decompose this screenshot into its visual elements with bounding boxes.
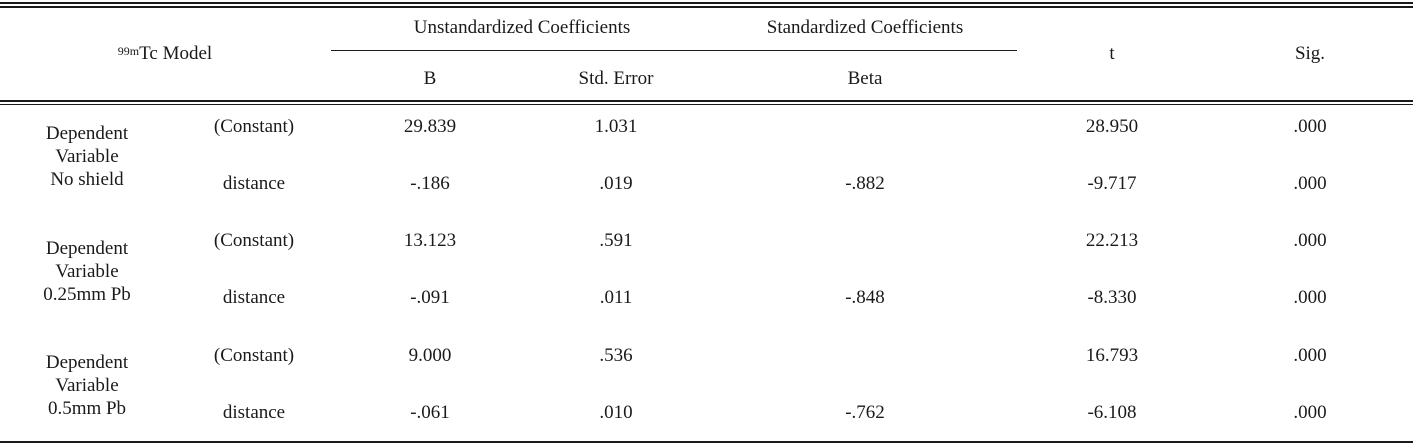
- coef-std-error: .011: [599, 287, 633, 308]
- coef-b: 29.839: [403, 116, 457, 137]
- t-value: 28.950: [1085, 116, 1139, 137]
- sig-value: .000: [1293, 230, 1327, 251]
- dependent-variable-label: Dependent Variable No shield: [37, 122, 137, 191]
- header-rule-outer: [0, 100, 1413, 102]
- group-label-line2: Variable: [55, 146, 119, 167]
- group-label-line1: Dependent: [45, 238, 129, 259]
- column-header-sig: Sig.: [1294, 43, 1326, 64]
- sig-value: .000: [1293, 287, 1327, 308]
- sig-value: .000: [1293, 116, 1327, 137]
- group-label-line1: Dependent: [45, 123, 129, 144]
- dependent-variable-label: Dependent Variable 0.5mm Pb: [37, 351, 137, 420]
- standardized-coefficients-header: Standardized Coefficients: [766, 17, 964, 38]
- model-header: 99mTc Model: [118, 43, 212, 65]
- sig-value: .000: [1293, 173, 1327, 194]
- coef-std-error: .591: [599, 230, 633, 251]
- dependent-variable-label: Dependent Variable 0.25mm Pb: [37, 237, 137, 306]
- group-label-line2: Variable: [55, 261, 119, 282]
- coef-b: 9.000: [408, 345, 452, 366]
- model-header-label: Tc Model: [139, 43, 213, 64]
- group-label-line3: No shield: [50, 169, 124, 190]
- coef-b: -.091: [410, 287, 450, 308]
- t-value: 22.213: [1085, 230, 1139, 251]
- term-label: distance: [222, 402, 286, 423]
- column-header-std-error: Std. Error: [578, 68, 654, 89]
- coef-beta: -.882: [845, 173, 885, 194]
- term-label: distance: [222, 173, 286, 194]
- group-label-line2: Variable: [55, 375, 119, 396]
- group-label-line1: Dependent: [45, 352, 129, 373]
- term-label: (Constant): [213, 345, 295, 366]
- coef-b: -.061: [410, 402, 450, 423]
- coef-std-error: .536: [599, 345, 633, 366]
- coef-std-error: 1.031: [594, 116, 638, 137]
- group-label-line3: 0.5mm Pb: [47, 398, 127, 419]
- coef-b: 13.123: [403, 230, 457, 251]
- sig-value: .000: [1293, 402, 1327, 423]
- model-superscript: 99m: [117, 44, 140, 58]
- column-header-beta: Beta: [847, 68, 883, 89]
- coef-beta: -.762: [845, 402, 885, 423]
- coef-std-error: .019: [599, 173, 633, 194]
- coefficients-group-rule: [331, 50, 1017, 51]
- t-value: -9.717: [1087, 173, 1137, 194]
- t-value: 16.793: [1085, 345, 1139, 366]
- coef-b: -.186: [410, 173, 450, 194]
- header-rule-inner: [0, 104, 1413, 105]
- term-label: (Constant): [213, 116, 295, 137]
- top-rule-outer: [0, 2, 1413, 4]
- bottom-rule: [0, 441, 1413, 443]
- coef-beta: -.848: [845, 287, 885, 308]
- t-value: -6.108: [1087, 402, 1137, 423]
- unstandardized-coefficients-header: Unstandardized Coefficients: [413, 17, 631, 38]
- group-label-line3: 0.25mm Pb: [43, 284, 131, 305]
- term-label: (Constant): [213, 230, 295, 251]
- t-value: -8.330: [1087, 287, 1137, 308]
- coef-std-error: .010: [599, 402, 633, 423]
- column-header-b: B: [423, 68, 437, 89]
- sig-value: .000: [1293, 345, 1327, 366]
- top-rule-inner: [0, 6, 1413, 8]
- column-header-t: t: [1109, 43, 1115, 64]
- term-label: distance: [222, 287, 286, 308]
